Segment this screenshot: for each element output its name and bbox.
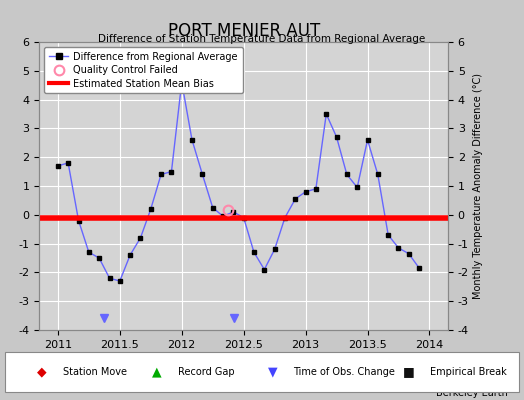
Text: ◆: ◆ — [37, 366, 47, 378]
Difference from Regional Average — [416, 266, 422, 270]
Difference from Regional Average — [282, 215, 288, 220]
Difference from Regional Average — [158, 172, 164, 177]
Difference from Regional Average — [220, 214, 226, 219]
Difference from Regional Average — [65, 160, 71, 165]
Difference from Regional Average — [75, 218, 82, 223]
Difference from Regional Average — [86, 250, 92, 255]
Title: PORT MENIER AUT: PORT MENIER AUT — [168, 22, 320, 40]
Text: Record Gap: Record Gap — [178, 367, 235, 377]
Difference from Regional Average — [106, 276, 113, 280]
Difference from Regional Average — [313, 186, 319, 191]
Legend: Difference from Regional Average, Quality Control Failed, Estimated Station Mean: Difference from Regional Average, Qualit… — [44, 47, 243, 93]
Difference from Regional Average — [168, 169, 174, 174]
Difference from Regional Average — [385, 232, 391, 237]
Text: Berkeley Earth: Berkeley Earth — [436, 388, 508, 398]
Y-axis label: Monthly Temperature Anomaly Difference (°C): Monthly Temperature Anomaly Difference (… — [473, 73, 483, 299]
Difference from Regional Average — [271, 247, 278, 252]
Difference from Regional Average — [230, 210, 236, 214]
Difference from Regional Average — [96, 256, 102, 260]
Difference from Regional Average — [354, 185, 361, 190]
Text: Difference of Station Temperature Data from Regional Average: Difference of Station Temperature Data f… — [99, 34, 425, 44]
Difference from Regional Average — [210, 205, 216, 210]
Text: Station Move: Station Move — [63, 367, 127, 377]
Text: ▼: ▼ — [268, 366, 277, 378]
Difference from Regional Average — [395, 246, 401, 250]
Text: ▲: ▲ — [152, 366, 162, 378]
Difference from Regional Average — [137, 236, 144, 240]
Difference from Regional Average — [292, 196, 299, 201]
Difference from Regional Average — [344, 172, 350, 177]
Difference from Regional Average — [54, 164, 61, 168]
Difference from Regional Average — [148, 207, 154, 212]
Difference from Regional Average — [199, 172, 205, 177]
Difference from Regional Average — [406, 251, 412, 256]
Difference from Regional Average — [261, 267, 267, 272]
Line: Difference from Regional Average: Difference from Regional Average — [56, 80, 421, 283]
Text: ■: ■ — [403, 366, 414, 378]
Text: Empirical Break: Empirical Break — [430, 367, 506, 377]
Difference from Regional Average — [241, 215, 247, 220]
Difference from Regional Average — [117, 279, 123, 284]
Text: Time of Obs. Change: Time of Obs. Change — [293, 367, 395, 377]
Difference from Regional Average — [179, 80, 185, 85]
Difference from Regional Average — [364, 138, 370, 142]
Difference from Regional Average — [375, 172, 381, 177]
Difference from Regional Average — [189, 138, 195, 142]
Difference from Regional Average — [127, 253, 133, 258]
Difference from Regional Average — [333, 135, 340, 140]
Difference from Regional Average — [302, 189, 309, 194]
Difference from Regional Average — [323, 112, 330, 116]
Difference from Regional Average — [251, 250, 257, 255]
